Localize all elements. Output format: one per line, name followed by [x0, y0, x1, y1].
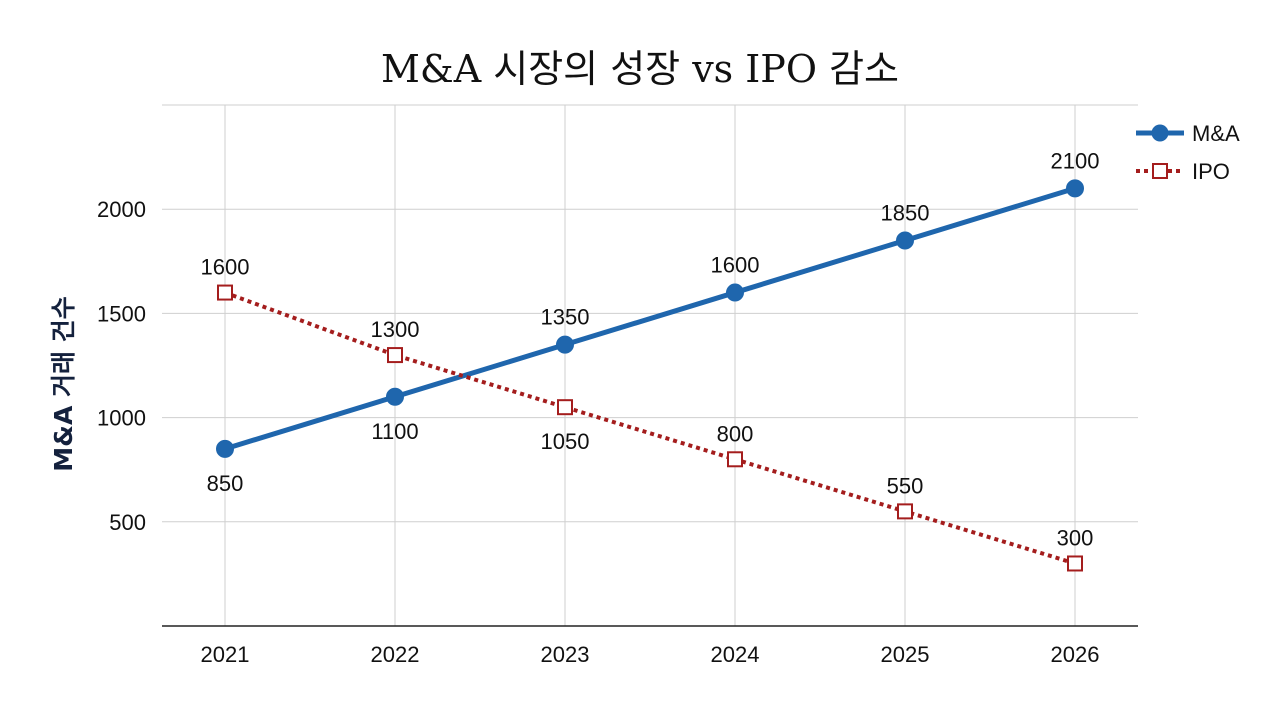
legend-label-ma: M&A — [1192, 121, 1240, 146]
data-point-ma — [556, 335, 574, 354]
legend-label-ipo: IPO — [1192, 159, 1230, 184]
series-line-ipo — [224, 290, 1076, 566]
y-axis-label: M&A 거래 건수 — [49, 296, 78, 471]
data-point-ma — [1066, 179, 1084, 198]
x-tick-label: 2023 — [541, 642, 590, 667]
y-tick-label: 1500 — [97, 301, 146, 326]
series — [216, 179, 1084, 572]
legend: M&A IPO — [1136, 121, 1240, 184]
data-label-ipo: 300 — [1057, 525, 1094, 550]
series-line-ma — [224, 185, 1076, 452]
data-label-ma: 2100 — [1051, 148, 1100, 173]
data-label-ipo: 800 — [717, 421, 754, 446]
y-tick-label: 1000 — [97, 406, 146, 431]
axes: 500 1000 1500 2000 2021 2022 2023 2024 2025 2026 — [97, 197, 1138, 667]
data-point-ma — [726, 283, 744, 302]
x-tick-label: 2025 — [881, 642, 930, 667]
y-tick-label: 500 — [109, 510, 146, 535]
x-tick-label: 2024 — [711, 642, 760, 667]
data-point-ipo — [217, 284, 233, 301]
data-point-ipo — [727, 451, 743, 468]
data-point-ma — [386, 387, 404, 406]
y-tick-label: 2000 — [97, 197, 146, 222]
data-point-ipo — [557, 399, 573, 416]
data-label-ma: 1850 — [881, 200, 930, 225]
data-label-ipo: 550 — [887, 473, 924, 498]
grid — [162, 104, 1138, 626]
data-label-ipo: 1050 — [541, 429, 590, 454]
legend-marker-ipo — [1152, 163, 1168, 179]
data-point-ma — [216, 439, 234, 458]
data-point-ipo — [1067, 555, 1083, 572]
data-label-ipo: 1300 — [371, 317, 420, 342]
data-point-ma — [896, 231, 914, 250]
legend-marker-ma — [1151, 124, 1169, 142]
data-label-ma: 850 — [207, 471, 244, 496]
x-tick-label: 2022 — [371, 642, 420, 667]
data-label-ipo: 1600 — [201, 255, 250, 280]
data-point-ipo — [387, 347, 403, 364]
data-label-ma: 1600 — [711, 253, 760, 278]
data-labels: 850 1100 1350 1600 1850 2100 1600 1300 1050 800 55… — [201, 148, 1100, 550]
data-label-ma: 1100 — [371, 419, 418, 444]
x-tick-label: 2021 — [201, 642, 250, 667]
chart-title: M&A 시장의 성장 vs IPO 감소 — [381, 47, 899, 91]
x-tick-label: 2026 — [1051, 642, 1100, 667]
data-label-ma: 1350 — [541, 305, 590, 330]
data-point-ipo — [897, 503, 913, 520]
